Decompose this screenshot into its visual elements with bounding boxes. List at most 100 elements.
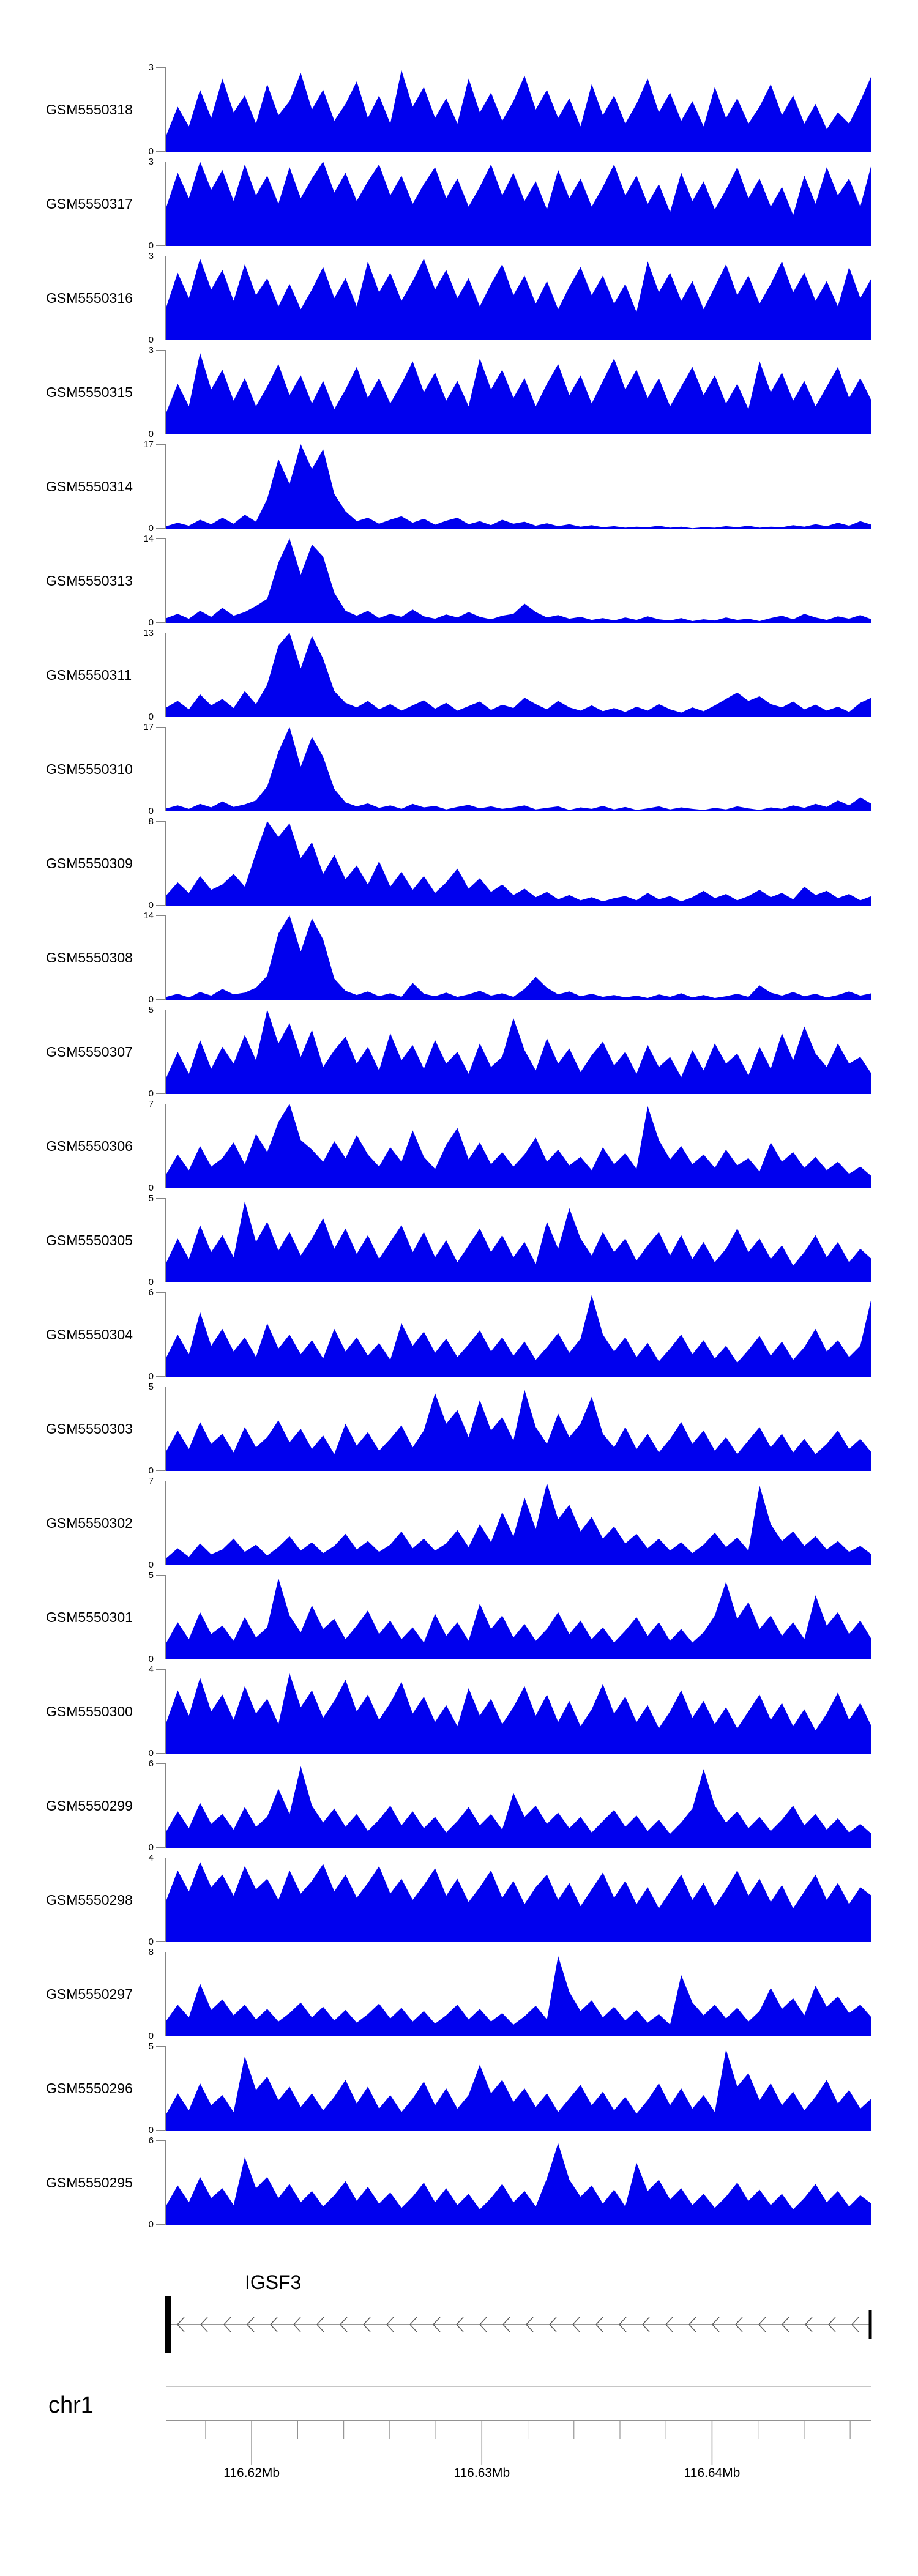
strand-arrow-left-icon	[619, 2317, 627, 2332]
axis-tick-label: 116.62Mb	[223, 2466, 280, 2480]
coverage-area	[166, 1201, 871, 1282]
axis-tick-label: 116.63Mb	[453, 2466, 510, 2480]
track-y-axis-tick-bottom	[156, 1093, 165, 1095]
gene-track	[165, 2296, 872, 2353]
track-y-axis-line	[165, 915, 166, 1000]
track-y-axis-tick-top	[156, 350, 165, 351]
track-yzero-label: 0	[148, 617, 154, 628]
track-signal	[166, 821, 871, 906]
track-y-axis-line	[165, 1952, 166, 2036]
track-ymax-label: 6	[148, 1287, 154, 1298]
track-y-axis-line	[165, 727, 166, 811]
track-label: GSM5550305	[46, 1232, 133, 1248]
track-label: GSM5550296	[46, 2080, 133, 2096]
strand-arrow-left-icon	[340, 2317, 348, 2332]
strand-arrow-left-icon	[595, 2317, 603, 2332]
track-yzero-label: 0	[148, 429, 154, 439]
track-yzero-label: 0	[148, 900, 154, 910]
track-yzero-label: 0	[148, 1654, 154, 1664]
coverage-area	[166, 1483, 871, 1565]
track-signal	[166, 352, 871, 434]
track-y-axis-tick-bottom	[156, 1941, 165, 1943]
track-label: GSM5550314	[46, 478, 133, 494]
track-y-axis-tick-bottom	[156, 1376, 165, 1377]
track-signal	[166, 915, 871, 1000]
strand-arrow-left-icon	[247, 2317, 255, 2332]
strand-arrow-left-icon	[642, 2317, 650, 2332]
strand-arrow-left-icon	[782, 2317, 789, 2332]
coverage-area	[166, 1295, 871, 1377]
track-y-axis-tick-bottom	[156, 245, 165, 247]
coverage-area	[166, 1766, 871, 1848]
strand-arrow-left-icon	[758, 2317, 766, 2332]
track-y-axis-line	[165, 538, 166, 623]
track-label: GSM5550302	[46, 1514, 133, 1531]
chromosome-label: chr1	[48, 2392, 94, 2418]
track-y-axis-tick-top	[156, 538, 165, 540]
track-y-axis-line	[165, 821, 166, 906]
track-y-axis-tick-bottom	[156, 905, 165, 906]
track-label: GSM5550299	[46, 1797, 133, 1814]
track-ymax-label: 14	[143, 910, 154, 921]
track-yzero-label: 0	[148, 2031, 154, 2041]
track-label: GSM5550297	[46, 1986, 133, 2002]
track-label: GSM5550307	[46, 1043, 133, 1060]
track-label: GSM5550315	[46, 384, 133, 400]
track-label: GSM5550304	[46, 1326, 133, 1342]
track-ymax-label: 3	[148, 345, 154, 356]
track-ymax-label: 13	[143, 628, 154, 638]
track-yzero-label: 0	[148, 1371, 154, 1382]
strand-arrow-left-icon	[712, 2317, 720, 2332]
strand-arrow-left-icon	[828, 2317, 836, 2332]
track-ymax-label: 8	[148, 1947, 154, 1957]
strand-arrow-left-icon	[316, 2317, 324, 2332]
track-signal	[166, 633, 871, 717]
coverage-area	[166, 352, 871, 434]
track-signal	[166, 727, 871, 811]
coverage-area	[166, 821, 871, 906]
track-y-axis-tick-top	[156, 821, 165, 822]
track-ymax-label: 3	[148, 62, 154, 73]
track-ymax-label: 7	[148, 1099, 154, 1109]
strand-arrow-left-icon	[409, 2317, 417, 2332]
track-y-axis-tick-bottom	[156, 1753, 165, 1754]
coverage-area	[166, 1578, 871, 1659]
coverage-area	[166, 258, 871, 340]
coverage-area	[166, 1104, 871, 1188]
track-signal	[166, 1578, 871, 1659]
track-label: GSM5550300	[46, 1703, 133, 1719]
track-y-axis-tick-top	[156, 1669, 165, 1670]
track-y-axis-line	[165, 67, 166, 152]
track-label: GSM5550310	[46, 761, 133, 777]
gene-name-label: IGSF3	[245, 2271, 302, 2293]
track-y-axis-line	[165, 633, 166, 717]
track-y-axis-line	[165, 1481, 166, 1565]
strand-arrow-left-icon	[456, 2317, 464, 2332]
track-y-axis-tick-bottom	[156, 528, 165, 529]
strand-arrow-left-icon	[549, 2317, 557, 2332]
track-label: GSM5550313	[46, 572, 133, 589]
track-yzero-label: 0	[148, 1937, 154, 1947]
track-yzero-label: 0	[148, 712, 154, 722]
track-ymax-label: 5	[148, 1570, 154, 1580]
track-y-axis-line	[165, 1575, 166, 1659]
strand-arrow-left-icon	[177, 2317, 185, 2332]
track-signal	[166, 1010, 871, 1094]
track-signal	[166, 2049, 871, 2131]
track-y-axis-line	[165, 162, 166, 246]
track-yzero-label: 0	[148, 2125, 154, 2135]
coverage-area	[166, 1861, 871, 1942]
track-yzero-label: 0	[148, 523, 154, 534]
track-yzero-label: 0	[148, 1748, 154, 1759]
track-ymax-label: 7	[148, 1476, 154, 1486]
track-y-axis-line	[165, 1387, 166, 1471]
track-ymax-label: 3	[148, 251, 154, 261]
track-label: GSM5550298	[46, 1891, 133, 1908]
track-y-axis-tick-bottom	[156, 2224, 165, 2225]
strand-arrow-left-icon	[270, 2317, 278, 2332]
track-yzero-label: 0	[148, 994, 154, 1005]
gene-exon-right	[868, 2310, 872, 2339]
track-y-axis-line	[165, 1104, 166, 1188]
coverage-area	[166, 633, 871, 717]
